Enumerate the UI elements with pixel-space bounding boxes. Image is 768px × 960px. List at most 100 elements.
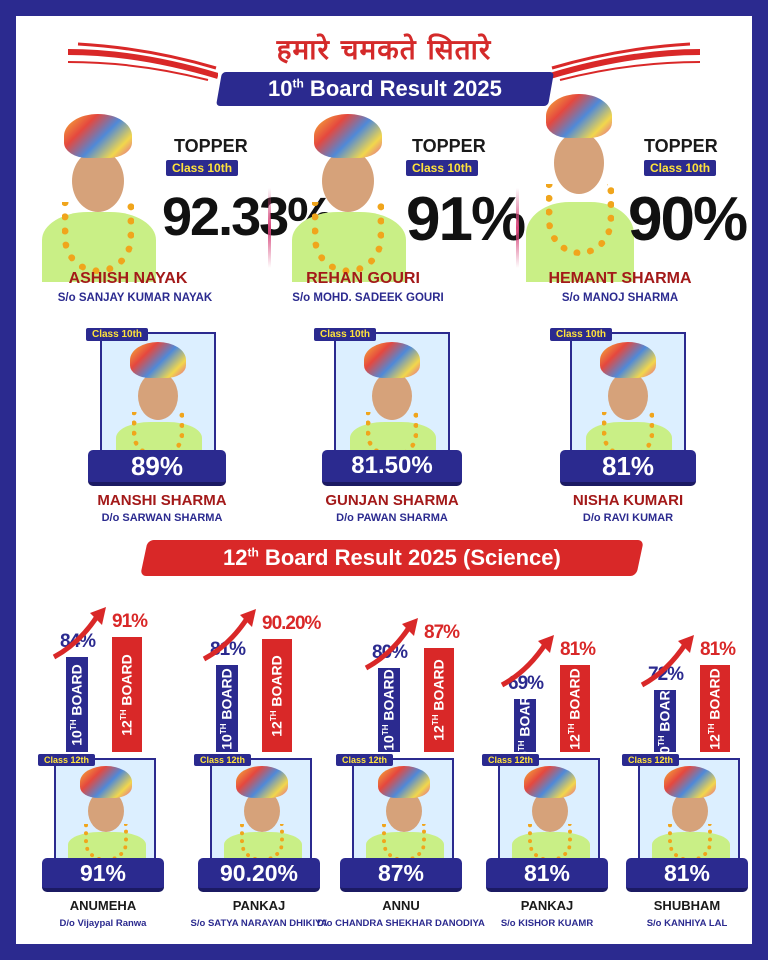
student-parent: D/o SARWAN SHARMA <box>101 512 223 524</box>
percent-badge: 90.20% <box>198 858 320 892</box>
class12-student-card: Class 12th 91% ANUMEHA D/o Vijaypal Ranwa <box>28 754 164 940</box>
bar-label-sup: TH <box>657 735 667 747</box>
class12-student-card: Class 12th 87% ANNU D/o CHANDRA SHEKHAR DAN… <box>317 754 485 940</box>
growth-arrow-icon <box>52 607 106 660</box>
twelfth-board-bar: 12TH BOARD <box>112 637 142 752</box>
bar-label-sup: TH <box>119 708 129 720</box>
student-photo <box>520 92 640 282</box>
topper-label: TOPPER <box>644 136 718 156</box>
bar-label-num: 10 <box>69 729 86 746</box>
banner-12-num: 12 <box>223 545 248 570</box>
topper-label: TOPPER <box>174 136 248 156</box>
student-name: NISHA KUMARI <box>572 492 684 509</box>
twelfth-board-percent: 90.20% <box>262 613 321 634</box>
class10-student-card: Class 10th 89% MANSHI SHARMA D/o SARWAN … <box>82 328 242 538</box>
hindi-title: हमारे चमकते सितारे <box>276 33 492 66</box>
topper-percent: 91% <box>406 185 526 254</box>
tenth-board-bar: 10TH BOARD <box>514 685 536 766</box>
class-tag: Class 10th <box>166 160 239 176</box>
growth-arrow-icon <box>364 618 418 671</box>
bar-label-num: 12 <box>269 720 286 737</box>
class12-student-card: Class 12th 81% PANKAJ S/o KISHOR KUAMR <box>472 754 608 940</box>
bar-label-sup: TH <box>707 722 717 734</box>
divider <box>516 188 519 268</box>
twelfth-board-percent: 81% <box>560 639 596 660</box>
class-tag: Class 12th <box>482 754 540 766</box>
bar-label-word: BOARD <box>69 663 86 719</box>
bar-label-word: BOARD <box>707 667 724 723</box>
student-parent: D/o CHANDRA SHEKHAR DANODIYA <box>317 918 485 929</box>
banner-10-rest: Board Result 2025 <box>303 76 502 101</box>
topper-card: TOPPER Class 10th 90% HEMANT SHARMA S/o … <box>520 94 752 312</box>
student-parent: D/o RAVI KUMAR <box>582 512 674 524</box>
tenth-board-bar: 10TH BOARD <box>66 657 88 752</box>
banner-12-rest: Board Result 2025 (Science) <box>258 545 561 570</box>
bar-label-word: BOARD <box>219 667 236 723</box>
twelfth-board-bar: 12TH BOARD <box>424 648 454 752</box>
bar-label-sup: TH <box>269 709 279 721</box>
bar-label-sup: TH <box>567 722 577 734</box>
student-name: ANUMEHA <box>69 898 137 913</box>
twelfth-board-bar: 12TH BOARD <box>560 665 590 752</box>
topper-card: TOPPER Class 10th 91% REHAN GOURI S/o MO… <box>278 102 526 312</box>
poster: हमारे चमकते सितारे 10th Board Result 202… <box>16 16 752 944</box>
class10-student-card: Class 10th 81% NISHA KUMARI D/o RAVI KUM… <box>548 328 708 538</box>
student-name: SHUBHAM <box>653 898 721 913</box>
class-tag: Class 12th <box>622 754 680 766</box>
topper-parent: S/o MOHD. SADEEK GOURI <box>292 292 444 304</box>
topper-parent: S/o MANOJ SHARMA <box>561 292 679 304</box>
student-parent: S/o KANHIYA LAL <box>646 918 728 929</box>
student-parent: D/o PAWAN SHARMA <box>336 512 448 524</box>
divider <box>268 188 271 268</box>
class12-student-card: Class 12th 81% SHUBHAM S/o KANHIYA LAL <box>612 754 748 940</box>
topper-parent: S/o SANJAY KUMAR NAYAK <box>57 292 213 304</box>
class-tag: Class 10th <box>644 160 717 176</box>
swoosh-right-decoration <box>550 42 700 81</box>
bar-label-word: BOARD <box>269 654 286 710</box>
student-photo <box>334 332 450 456</box>
bar-label-num: 10 <box>219 733 236 750</box>
banner-10-num: 10 <box>268 76 293 101</box>
student-parent: S/o SATYA NARAYAN DHIKIYA <box>190 918 328 929</box>
student-name: GUNJAN SHARMA <box>325 492 459 509</box>
growth-arrow-icon <box>500 635 554 688</box>
student-photo <box>34 102 164 282</box>
class10-student-card: Class 10th 81.50% GUNJAN SHARMA D/o PAWA… <box>312 328 472 538</box>
board-comparison: 10TH BOARD 12TH BOARD 84% 91% <box>50 582 190 752</box>
student-photo <box>210 758 312 862</box>
percent-badge: 89% <box>88 450 226 486</box>
student-photo <box>284 102 414 282</box>
percent-badge: 81% <box>486 858 608 892</box>
student-photo <box>570 332 686 456</box>
topper-name: HEMANT SHARMA <box>548 270 692 287</box>
class-tag: Class 12th <box>194 754 252 766</box>
bar-label-num: 12 <box>567 733 584 750</box>
banner-10-sup: th <box>292 76 304 91</box>
tenth-board-percent: 81% <box>210 639 246 660</box>
percent-badge: 81% <box>560 450 696 486</box>
class-tag: Class 10th <box>406 160 479 176</box>
class-tag: Class 12th <box>336 754 394 766</box>
bar-label-word: BOARD <box>431 659 448 715</box>
bar-label-word: BOARD <box>381 669 398 725</box>
tenth-board-bar: 10TH BOARD <box>654 680 676 762</box>
bar-label-sup: TH <box>69 718 79 730</box>
student-parent: D/o Vijaypal Ranwa <box>59 918 147 929</box>
board-comparison: 10TH BOARD 12TH BOARD 81% 90.20% <box>200 582 340 752</box>
growth-arrow-icon <box>640 635 694 688</box>
topper-name: ASHISH NAYAK <box>68 270 188 287</box>
bar-label-word: BOARD <box>567 667 584 723</box>
bar-label-num: 12 <box>707 733 724 750</box>
swoosh-left-decoration <box>68 42 218 81</box>
topper-name: REHAN GOURI <box>306 270 420 287</box>
percent-badge: 81% <box>626 858 748 892</box>
bar-label-sup: TH <box>517 739 527 751</box>
twelfth-board-bar: 12TH BOARD <box>262 639 292 752</box>
board-comparison: 10TH BOARD 12TH BOARD 80% 87% <box>362 582 502 752</box>
bar-label-num: 12 <box>431 725 448 741</box>
bar-label-word: BOARD <box>119 653 136 709</box>
class-tag: Class 10th <box>86 328 149 341</box>
student-parent: S/o KISHOR KUAMR <box>500 918 594 929</box>
student-name: PANKAJ <box>232 898 286 913</box>
